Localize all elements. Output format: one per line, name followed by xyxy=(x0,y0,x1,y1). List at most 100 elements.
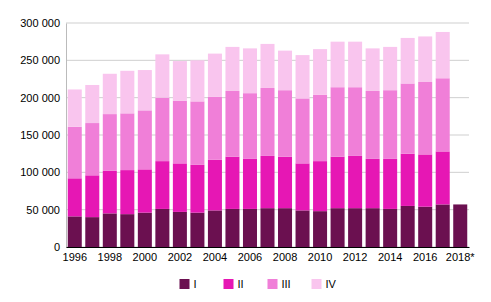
legend-label: II xyxy=(238,278,244,290)
x-tick: 2012 xyxy=(343,247,367,263)
bar xyxy=(296,55,310,98)
bar xyxy=(155,54,169,97)
bar xyxy=(331,157,345,209)
x-tick: 2018* xyxy=(446,247,475,263)
x-tick-label: 2018* xyxy=(446,251,475,263)
series xyxy=(68,32,450,127)
bar xyxy=(138,213,152,247)
bar xyxy=(68,178,82,216)
bar xyxy=(208,210,222,247)
bar xyxy=(366,159,380,208)
x-tick: 2016 xyxy=(413,247,437,263)
x-tick-label: 2006 xyxy=(238,251,262,263)
bar xyxy=(418,36,432,82)
bar xyxy=(296,98,310,163)
bar xyxy=(103,171,117,214)
legend: IIIIIIIV xyxy=(180,278,337,290)
bar xyxy=(313,49,327,95)
bar xyxy=(401,38,415,84)
legend-swatch xyxy=(224,279,234,289)
chart: 050 000100 000150 000200 000250 000300 0… xyxy=(0,0,491,302)
y-tick: 250 000 xyxy=(20,54,66,66)
bar xyxy=(436,151,450,204)
bar xyxy=(85,123,99,175)
x-tick: 2002 xyxy=(168,247,192,263)
bar xyxy=(331,42,345,88)
y-axis: 050 000100 000150 000200 000250 000300 0… xyxy=(20,17,66,253)
bar xyxy=(173,101,187,164)
bar xyxy=(173,61,187,101)
bar xyxy=(103,114,117,171)
bar xyxy=(313,211,327,247)
bar xyxy=(120,113,134,170)
bar xyxy=(436,204,450,247)
bar xyxy=(190,213,204,247)
bar xyxy=(190,101,204,164)
bar xyxy=(313,161,327,211)
bar xyxy=(418,207,432,247)
y-tick-label: 100 000 xyxy=(20,166,60,178)
grid xyxy=(66,23,469,247)
bar xyxy=(296,210,310,247)
y-tick-label: 200 000 xyxy=(20,92,60,104)
bar xyxy=(85,175,99,217)
x-tick-label: 2014 xyxy=(378,251,402,263)
bar xyxy=(383,47,397,90)
bar xyxy=(313,95,327,161)
y-tick: 150 000 xyxy=(20,129,66,141)
bar xyxy=(190,60,204,101)
bar xyxy=(383,159,397,209)
bar xyxy=(366,208,380,247)
x-tick-label: 1998 xyxy=(98,251,122,263)
bar xyxy=(225,47,239,91)
bar xyxy=(348,156,362,208)
legend-item: III xyxy=(268,278,291,290)
bar xyxy=(138,169,152,212)
legend-swatch xyxy=(268,279,278,289)
bar xyxy=(68,127,82,179)
y-tick: 100 000 xyxy=(20,166,66,178)
bar xyxy=(383,90,397,159)
x-tick: 2004 xyxy=(203,247,227,263)
bar xyxy=(155,209,169,247)
y-tick-label: 250 000 xyxy=(20,54,60,66)
bar xyxy=(208,97,222,160)
x-tick: 2000 xyxy=(133,247,157,263)
bar xyxy=(348,208,362,247)
bar xyxy=(278,90,292,156)
bar xyxy=(208,160,222,211)
plot: 050 000100 000150 000200 000250 000300 0… xyxy=(20,17,475,263)
x-tick-label: 2008 xyxy=(273,251,297,263)
bar xyxy=(103,213,117,247)
x-tick-label: 2000 xyxy=(133,251,157,263)
x-tick-label: 2002 xyxy=(168,251,192,263)
bar xyxy=(243,209,257,247)
x-tick-label: 2012 xyxy=(343,251,367,263)
bar xyxy=(260,208,274,247)
bar xyxy=(383,209,397,247)
bar xyxy=(453,204,467,247)
bar xyxy=(260,44,274,88)
x-tick: 2014 xyxy=(378,247,402,263)
y-axis-line xyxy=(66,24,67,248)
legend-label: IV xyxy=(326,278,337,290)
bar xyxy=(331,208,345,247)
bar xyxy=(120,71,134,114)
bar xyxy=(278,208,292,247)
bar xyxy=(173,163,187,212)
y-tick-label: 150 000 xyxy=(20,129,60,141)
bar xyxy=(190,165,204,213)
bar xyxy=(138,70,152,110)
bar xyxy=(401,206,415,247)
bar xyxy=(138,110,152,169)
bar xyxy=(401,154,415,206)
bar xyxy=(208,54,222,97)
x-tick-label: 2010 xyxy=(308,251,332,263)
x-tick: 2008 xyxy=(273,247,297,263)
bar xyxy=(278,51,292,91)
bar xyxy=(155,98,169,161)
bar xyxy=(296,163,310,210)
bar xyxy=(366,48,380,91)
x-tick: 2010 xyxy=(308,247,332,263)
bar xyxy=(436,78,450,151)
